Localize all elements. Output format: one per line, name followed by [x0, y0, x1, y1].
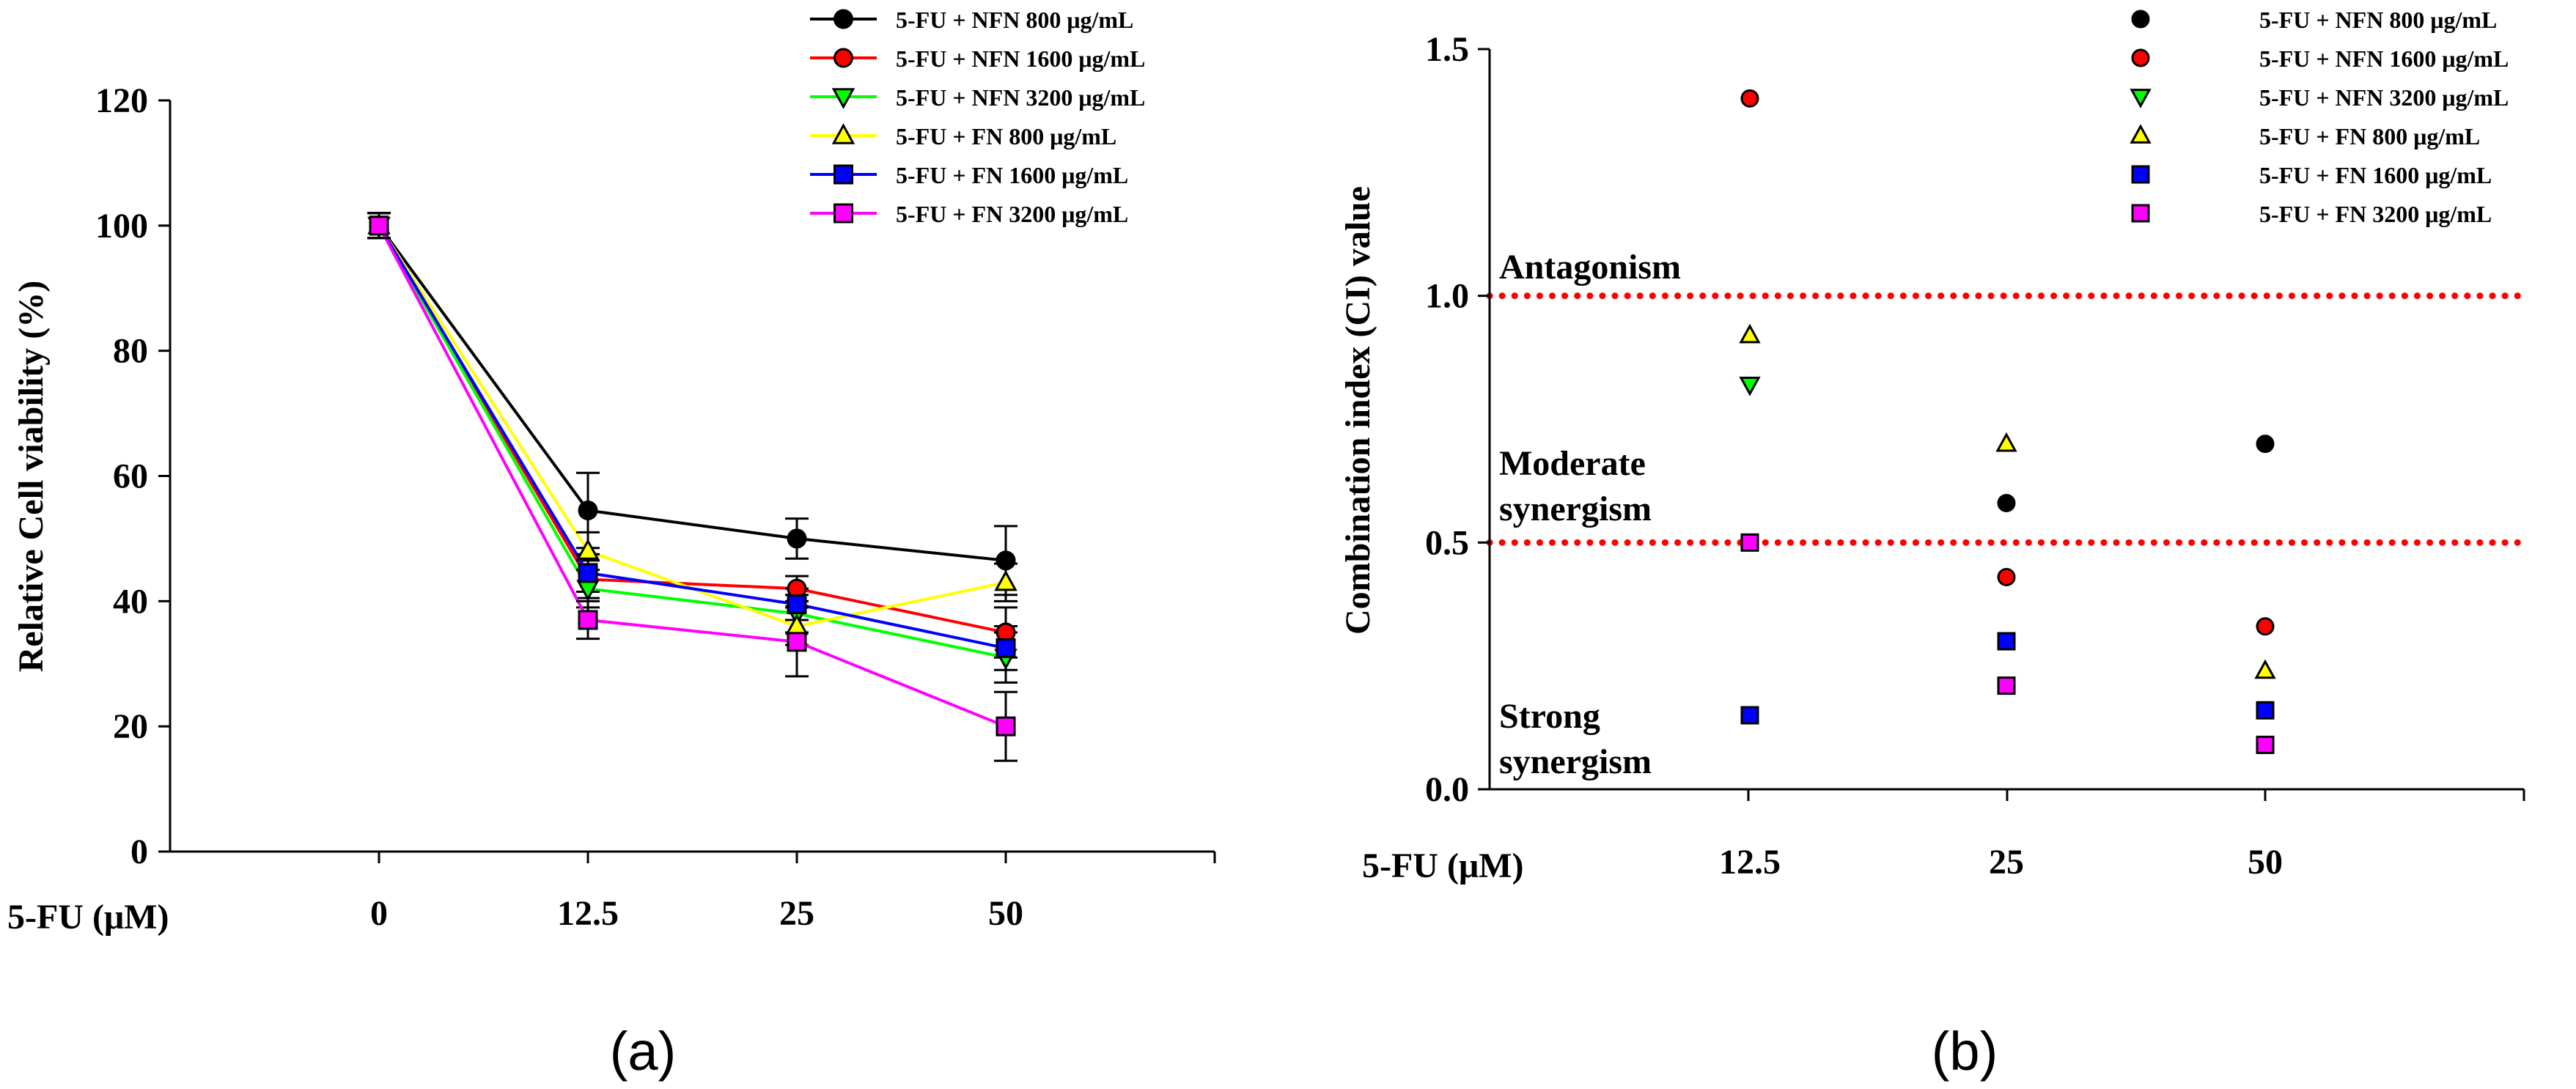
region-label: Moderate — [1499, 444, 1646, 483]
data-point — [1997, 493, 2016, 512]
data-point — [996, 550, 1016, 571]
data-point — [1997, 676, 2016, 695]
data-point — [1997, 567, 2016, 586]
series-line — [378, 224, 1007, 650]
x-axis-title: 5-FU (μM) — [7, 898, 169, 937]
x-tick-label: 50 — [988, 894, 1023, 933]
legend-marker — [2131, 10, 2150, 29]
y-tick-label: 20 — [113, 707, 148, 746]
data-point — [996, 716, 1016, 737]
data-point — [2256, 701, 2275, 720]
legend-label: 5-FU + NFN 1600 μg/mL — [2259, 45, 2509, 72]
data-point — [2256, 435, 2275, 454]
y-tick-label: 120 — [95, 81, 148, 120]
data-point — [1740, 706, 1759, 725]
legend-marker — [833, 164, 853, 185]
legend-marker — [2131, 48, 2150, 67]
data-point — [2254, 659, 2276, 679]
legend-marker — [833, 203, 853, 224]
legend-label: 5-FU + FN 1600 μg/mL — [896, 162, 1128, 188]
y-tick-label: 1.5 — [1425, 30, 1469, 69]
series-line — [378, 224, 1007, 628]
data-point — [1739, 377, 1761, 396]
data-point — [787, 528, 807, 549]
data-point — [1739, 323, 1761, 344]
data-point — [787, 632, 807, 652]
data-point — [576, 539, 600, 560]
legend-marker — [2130, 124, 2152, 144]
x-tick-label: 12.5 — [1719, 843, 1781, 882]
data-point — [996, 638, 1016, 658]
legend-label: 5-FU + NFN 1600 μg/mL — [896, 45, 1145, 72]
data-point — [2256, 617, 2275, 636]
legend-label: 5-FU + FN 1600 μg/mL — [2259, 162, 2492, 188]
region-label: synergism — [1499, 742, 1652, 781]
y-axis-title: Relative Cell viability (%) — [12, 281, 51, 673]
data-point — [994, 569, 1017, 591]
data-point — [1995, 432, 2017, 452]
panel-label-a: (a) — [610, 1021, 676, 1082]
y-axis-title: Combination index (CI) value — [1339, 186, 1377, 635]
legend-marker — [833, 48, 853, 68]
x-tick-label: 25 — [779, 894, 814, 933]
x-tick-label: 50 — [2248, 843, 2283, 882]
panel-label-b: (b) — [1932, 1021, 1998, 1082]
legend-label: 5-FU + FN 3200 μg/mL — [896, 201, 1128, 227]
x-tick-label: 12.5 — [557, 894, 619, 933]
region-label: Strong — [1499, 697, 1600, 736]
region-label: Antagonism — [1499, 248, 1681, 287]
series-line — [378, 224, 1007, 728]
y-tick-label: 0.5 — [1425, 523, 1469, 562]
x-tick-label: 25 — [1989, 843, 2024, 882]
y-tick-label: 0.0 — [1425, 770, 1469, 809]
data-point — [578, 500, 598, 520]
legend-label: 5-FU + NFN 3200 μg/mL — [2259, 84, 2509, 111]
legend-marker — [833, 9, 853, 29]
y-tick-label: 100 — [95, 207, 148, 246]
series-line — [378, 224, 1007, 660]
legend-label: 5-FU + NFN 3200 μg/mL — [896, 84, 1145, 111]
data-point — [1740, 533, 1759, 552]
legend-label: 5-FU + FN 3200 μg/mL — [2259, 201, 2492, 227]
data-point — [1997, 632, 2016, 651]
legend-marker — [831, 88, 855, 109]
data-point — [578, 610, 598, 630]
region-label: synergism — [1499, 490, 1652, 528]
data-point — [2256, 735, 2275, 754]
data-point — [1740, 89, 1759, 108]
x-axis-title: 5-FU (μM) — [1362, 846, 1523, 885]
legend-label: 5-FU + FN 800 μg/mL — [2259, 123, 2480, 149]
legend-marker — [831, 123, 855, 144]
legend-marker — [2131, 165, 2150, 184]
legend-marker — [2131, 204, 2150, 223]
x-tick-label: 0 — [370, 894, 388, 933]
y-tick-label: 40 — [113, 582, 148, 621]
data-point — [578, 563, 598, 583]
y-tick-label: 1.0 — [1425, 277, 1469, 316]
y-tick-label: 60 — [113, 457, 148, 496]
chart-a: 0 20 40 60 80 100 120 0 12.5 25 50 5-FU (μM) Relativ… — [7, 7, 1216, 1082]
chart-b: 0.0 0.5 1.0 1.5 12.5 25 50 5-FU (μM) Combination… — [1339, 7, 2528, 1082]
legend-marker — [2130, 89, 2152, 108]
data-point — [369, 215, 389, 236]
y-tick-label: 80 — [113, 332, 148, 371]
legend-label: 5-FU + NFN 800 μg/mL — [896, 7, 1133, 33]
y-tick-label: 0 — [130, 833, 148, 871]
data-point — [787, 594, 807, 615]
series-line — [378, 224, 1007, 634]
legend-label: 5-FU + NFN 800 μg/mL — [2259, 7, 2497, 33]
series-line — [378, 224, 1007, 562]
legend-label: 5-FU + FN 800 μg/mL — [896, 123, 1116, 149]
